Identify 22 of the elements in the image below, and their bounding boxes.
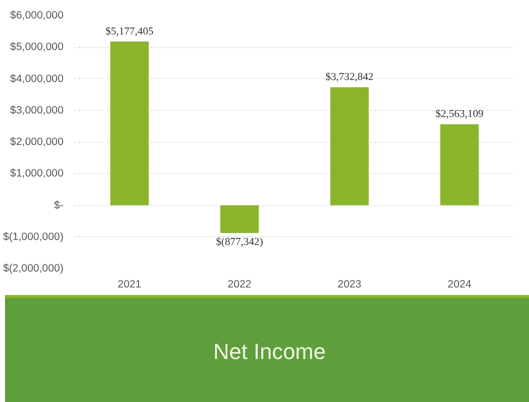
x-tick-label: 2023 xyxy=(338,278,362,290)
y-tick-label: $5,000,000 xyxy=(10,41,64,54)
bar xyxy=(110,42,149,206)
bar xyxy=(220,205,259,233)
y-tick-label: $4,000,000 xyxy=(10,72,64,85)
y-tick-label: $(1,000,000) xyxy=(3,230,64,243)
y-tick-label: $- xyxy=(54,199,64,212)
x-tick-label: 2024 xyxy=(448,278,472,290)
y-tick-label: $2,000,000 xyxy=(10,136,64,148)
data-label: $2,563,109 xyxy=(436,109,484,120)
x-tick-label: 2022 xyxy=(228,278,252,290)
y-tick-label: $6,000,000 xyxy=(10,10,64,22)
data-label: $3,732,842 xyxy=(326,72,374,84)
text: Net Income xyxy=(213,338,326,366)
bar xyxy=(330,87,369,206)
bar xyxy=(440,124,479,206)
data-label: $(877,342) xyxy=(216,236,264,248)
y-tick-label: $(2,000,000) xyxy=(3,262,64,274)
y-tick-label: $3,000,000 xyxy=(10,104,64,116)
x-tick-label: 2021 xyxy=(118,278,142,290)
y-tick-label: $1,000,000 xyxy=(10,168,64,180)
data-label: $5,177,405 xyxy=(106,26,154,38)
